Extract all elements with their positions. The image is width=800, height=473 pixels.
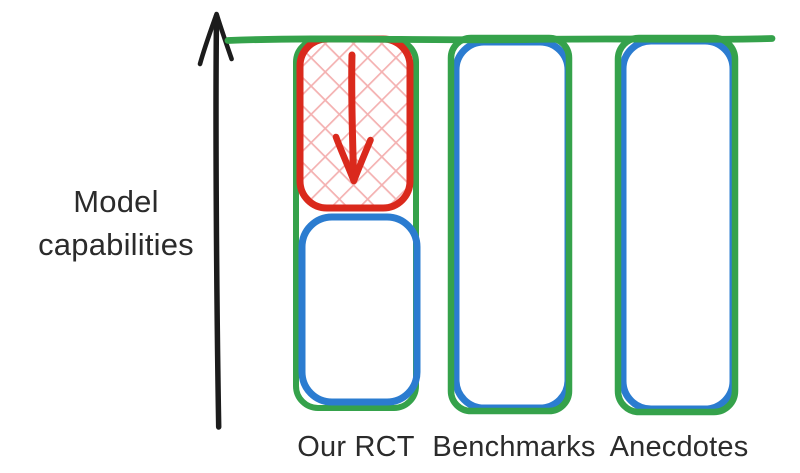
benchmarks-blue-outline <box>452 38 572 412</box>
y-axis-label-line2: capabilities <box>38 227 194 262</box>
anecdotes-green-outline <box>614 34 739 416</box>
y-axis-label-line1: Model <box>73 184 159 219</box>
benchmarks-green-outline <box>447 34 573 415</box>
y-axis-shaft <box>213 13 222 430</box>
column-label-our-rct: Our RCT <box>297 431 415 463</box>
y-axis-arrowhead <box>197 11 234 67</box>
drop-arrow-shaft <box>348 51 357 177</box>
anecdotes-blue-outline <box>619 37 737 413</box>
column-anecdotes <box>614 34 739 416</box>
capability-drop-arrow <box>332 51 374 185</box>
y-axis-arrow <box>197 11 234 430</box>
capability-ceiling-line <box>224 35 776 44</box>
drop-arrow-head <box>332 133 374 185</box>
y-axis-label: Model capabilities <box>15 180 217 266</box>
column-our-rct <box>293 35 421 411</box>
column-label-benchmarks: Benchmarks <box>432 431 596 463</box>
column-label-anecdotes: Anecdotes <box>609 431 749 463</box>
our-rct-blue-box <box>298 213 421 406</box>
column-benchmarks <box>447 34 573 415</box>
